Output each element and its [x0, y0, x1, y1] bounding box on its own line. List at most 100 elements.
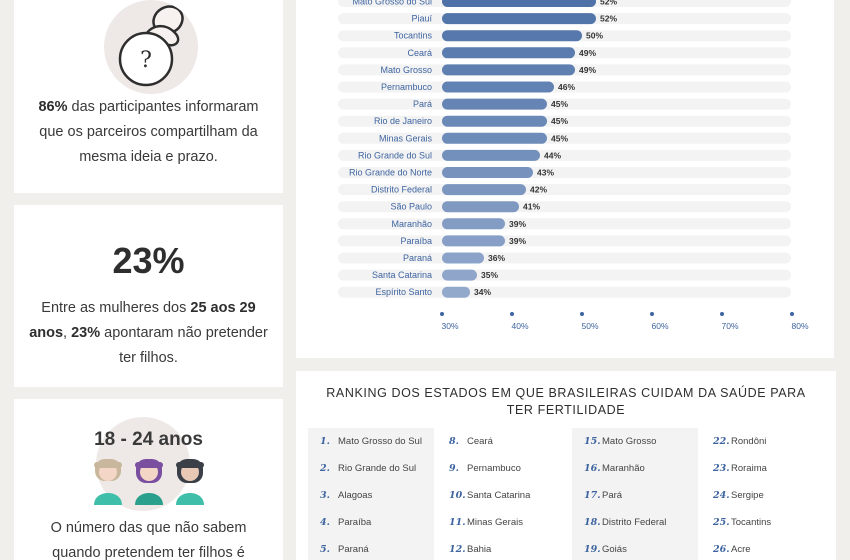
ranking-state-name: Santa Catarina	[467, 490, 531, 501]
value-label: 36%	[488, 253, 505, 263]
ranking-item: 11. Minas Gerais	[437, 509, 569, 536]
no-children-prefix: Entre as mulheres dos	[41, 300, 187, 316]
woman-icon-3	[176, 459, 204, 505]
ranking-column: 8. Ceará 9. Pernambuco 10. Santa Catarina 11. M…	[437, 428, 569, 560]
no-children-highlight: 23%	[71, 325, 101, 341]
tick-dot	[510, 312, 514, 316]
value-label: 49%	[579, 48, 596, 58]
bar	[442, 13, 596, 25]
ranking-title: RANKING DOS ESTADOS EM QUE BRASILEIRAS C…	[326, 386, 806, 417]
value-label: 45%	[551, 133, 568, 143]
category-label: São Paulo	[390, 202, 432, 212]
bar	[442, 184, 526, 196]
bar	[442, 218, 505, 230]
ranking-state-name: Pará	[602, 490, 623, 501]
age-range: 25 aos 29 anos	[29, 300, 256, 341]
ranking-state-name: Paraná	[338, 544, 369, 555]
partner-sharing-card: ? 86% das participantes informaram que o…	[14, 0, 283, 193]
category-label: Maranhão	[391, 219, 432, 229]
tick-dot	[720, 312, 724, 316]
ranking-item: 24. Sergipe	[701, 482, 833, 509]
text-separator: ,	[63, 325, 68, 341]
ranking-number: 9.	[449, 463, 459, 474]
ranking-item: 2. Rio Grande do Sul	[308, 455, 434, 482]
value-label: 46%	[558, 82, 575, 92]
bar	[442, 235, 505, 247]
category-label: Rio Grande do Norte	[349, 168, 432, 178]
woman-icon-1	[94, 459, 122, 505]
category-label: Rio Grande do Sul	[358, 150, 432, 160]
tick-label: 80%	[791, 321, 808, 331]
category-label: Tocantins	[394, 31, 433, 41]
bar	[442, 115, 547, 127]
bar	[442, 81, 554, 93]
no-children-suffix: apontaram não pretender ter filhos.	[104, 325, 268, 366]
value-label: 43%	[537, 168, 554, 178]
tick-dot	[790, 312, 794, 316]
value-label: 39%	[509, 219, 526, 229]
bar	[442, 98, 547, 110]
ranking-number: 23.	[713, 463, 730, 474]
ranking-number: 11.	[449, 517, 466, 528]
ranking-number: 15.	[584, 436, 601, 447]
value-label: 44%	[544, 150, 561, 160]
tick-label: 70%	[721, 321, 738, 331]
ranking-state-name: Mato Grosso	[602, 436, 657, 447]
ranking-state-name: Roraima	[731, 463, 767, 474]
ranking-state-name: Alagoas	[338, 490, 373, 501]
ranking-column: 1. Mato Grosso do Sul 2. Rio Grande do Sul 3…	[308, 428, 434, 560]
category-label: Pernambuco	[381, 82, 432, 92]
category-label: Paraná	[403, 253, 432, 263]
ranking-state-name: Maranhão	[602, 463, 645, 474]
category-label: Mato Grosso	[380, 65, 432, 75]
tick-dot	[440, 312, 444, 316]
ranking-item: 10. Santa Catarina	[437, 482, 569, 509]
value-label: 49%	[579, 65, 596, 75]
ranking-state-name: Acre	[731, 544, 751, 555]
tick-label: 40%	[511, 321, 528, 331]
women-group-icon	[94, 459, 204, 505]
ranking-number: 12.	[449, 544, 466, 555]
ranking-item: 22. Rondôni	[701, 428, 833, 455]
value-label: 39%	[509, 236, 526, 246]
no-children-text: Entre as mulheres dos 25 aos 29 anos, 23…	[26, 296, 271, 371]
tick-label: 60%	[651, 321, 668, 331]
ranking-number: 17.	[584, 490, 601, 501]
young-text: O número das que não sabem quando preten…	[50, 520, 247, 560]
ranking-item: 25. Tocantins	[701, 509, 833, 536]
ranking-item: 17. Pará	[572, 482, 698, 509]
ranking-number: 16.	[584, 463, 601, 474]
ranking-number: 2.	[320, 463, 330, 474]
category-label: Piauí	[411, 14, 432, 24]
ranking-item: 4. Paraíba	[308, 509, 434, 536]
ranking-state-name: Bahia	[467, 544, 492, 555]
ranking-number: 3.	[320, 490, 330, 501]
bar	[442, 47, 575, 59]
value-label: 45%	[551, 99, 568, 109]
bar	[442, 0, 596, 7]
ranking-state-name: Rondôni	[731, 436, 767, 447]
value-label: 34%	[474, 287, 491, 297]
bar	[442, 64, 575, 76]
ranking-number: 26.	[713, 544, 730, 555]
category-label: Ceará	[407, 48, 432, 58]
no-children-big-number: 23%	[112, 240, 185, 281]
no-children-card: 23% Entre as mulheres dos 25 aos 29 anos…	[14, 205, 283, 387]
ranking-state-name: Goiás	[602, 544, 627, 555]
ranking-item: 3. Alagoas	[308, 482, 434, 509]
bar	[442, 269, 477, 281]
bar	[442, 167, 533, 178]
category-label: Rio de Janeiro	[374, 116, 432, 126]
age-heading: 18 - 24 anos	[94, 429, 203, 450]
category-label: Paraíba	[400, 236, 432, 246]
sharing-description: das participantes informaram que os parc…	[39, 99, 259, 165]
ranking-grid: 1. Mato Grosso do Sul 2. Rio Grande do Sul 3…	[308, 428, 828, 560]
category-label: Pará	[413, 99, 432, 109]
ranking-number: 22.	[713, 436, 730, 447]
ranking-state-name: Mato Grosso do Sul	[338, 436, 422, 447]
ranking-state-name: Distrito Federal	[602, 517, 667, 528]
ranking-column: 15. Mato Grosso 16. Maranhão 17. Pará 18. Distr…	[572, 428, 698, 560]
bar	[442, 132, 547, 144]
ranking-number: 10.	[449, 490, 466, 501]
woman-icon-2	[135, 459, 163, 505]
